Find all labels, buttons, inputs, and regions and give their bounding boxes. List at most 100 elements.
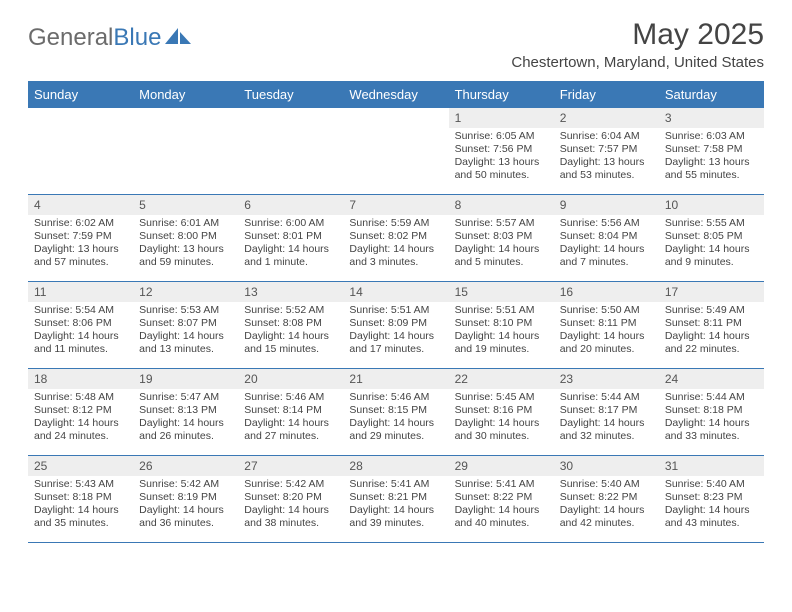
- day-cell: 11Sunrise: 5:54 AMSunset: 8:06 PMDayligh…: [28, 282, 133, 368]
- day-detail-line: Sunset: 8:16 PM: [455, 404, 550, 417]
- day-details: Sunrise: 5:46 AMSunset: 8:14 PMDaylight:…: [238, 391, 343, 443]
- day-detail-line: Sunrise: 5:42 AM: [244, 478, 339, 491]
- day-details: Sunrise: 5:54 AMSunset: 8:06 PMDaylight:…: [28, 304, 133, 356]
- day-number: 4: [28, 195, 133, 215]
- day-cell: 24Sunrise: 5:44 AMSunset: 8:18 PMDayligh…: [659, 369, 764, 455]
- day-detail-line: Sunrise: 5:48 AM: [34, 391, 129, 404]
- day-details: Sunrise: 5:40 AMSunset: 8:22 PMDaylight:…: [554, 478, 659, 530]
- day-details: Sunrise: 5:40 AMSunset: 8:23 PMDaylight:…: [659, 478, 764, 530]
- day-details: Sunrise: 6:00 AMSunset: 8:01 PMDaylight:…: [238, 217, 343, 269]
- day-details: Sunrise: 5:43 AMSunset: 8:18 PMDaylight:…: [28, 478, 133, 530]
- day-detail-line: Sunset: 8:20 PM: [244, 491, 339, 504]
- day-detail-line: Daylight: 14 hours: [560, 417, 655, 430]
- day-cell: [28, 108, 133, 194]
- day-header-sunday: Sunday: [28, 81, 133, 108]
- day-number: [133, 108, 238, 128]
- day-detail-line: Daylight: 14 hours: [455, 417, 550, 430]
- day-cell: 16Sunrise: 5:50 AMSunset: 8:11 PMDayligh…: [554, 282, 659, 368]
- day-number: 31: [659, 456, 764, 476]
- day-detail-line: Sunrise: 6:01 AM: [139, 217, 234, 230]
- day-detail-line: Sunset: 8:05 PM: [665, 230, 760, 243]
- day-number: 5: [133, 195, 238, 215]
- day-details: Sunrise: 5:52 AMSunset: 8:08 PMDaylight:…: [238, 304, 343, 356]
- day-details: Sunrise: 5:42 AMSunset: 8:20 PMDaylight:…: [238, 478, 343, 530]
- day-header-friday: Friday: [554, 81, 659, 108]
- day-number: 12: [133, 282, 238, 302]
- day-cell: 12Sunrise: 5:53 AMSunset: 8:07 PMDayligh…: [133, 282, 238, 368]
- day-details: Sunrise: 5:53 AMSunset: 8:07 PMDaylight:…: [133, 304, 238, 356]
- day-detail-line: and 50 minutes.: [455, 169, 550, 182]
- day-detail-line: Sunrise: 5:57 AM: [455, 217, 550, 230]
- day-details: Sunrise: 6:04 AMSunset: 7:57 PMDaylight:…: [554, 130, 659, 182]
- day-cell: 26Sunrise: 5:42 AMSunset: 8:19 PMDayligh…: [133, 456, 238, 542]
- day-detail-line: and 27 minutes.: [244, 430, 339, 443]
- day-cell: 9Sunrise: 5:56 AMSunset: 8:04 PMDaylight…: [554, 195, 659, 281]
- day-detail-line: Sunset: 8:14 PM: [244, 404, 339, 417]
- weeks-container: 1Sunrise: 6:05 AMSunset: 7:56 PMDaylight…: [28, 108, 764, 543]
- day-detail-line: Daylight: 14 hours: [34, 330, 129, 343]
- day-detail-line: and 43 minutes.: [665, 517, 760, 530]
- day-detail-line: Daylight: 14 hours: [139, 504, 234, 517]
- day-cell: 25Sunrise: 5:43 AMSunset: 8:18 PMDayligh…: [28, 456, 133, 542]
- day-cell: 4Sunrise: 6:02 AMSunset: 7:59 PMDaylight…: [28, 195, 133, 281]
- day-details: Sunrise: 5:41 AMSunset: 8:21 PMDaylight:…: [343, 478, 448, 530]
- day-detail-line: Sunset: 8:23 PM: [665, 491, 760, 504]
- day-number: 22: [449, 369, 554, 389]
- day-detail-line: Sunset: 8:19 PM: [139, 491, 234, 504]
- day-detail-line: Sunset: 8:00 PM: [139, 230, 234, 243]
- day-number: [28, 108, 133, 128]
- day-detail-line: Sunset: 8:22 PM: [560, 491, 655, 504]
- day-detail-line: and 9 minutes.: [665, 256, 760, 269]
- day-detail-line: and 36 minutes.: [139, 517, 234, 530]
- day-detail-line: Sunrise: 6:04 AM: [560, 130, 655, 143]
- day-details: Sunrise: 5:56 AMSunset: 8:04 PMDaylight:…: [554, 217, 659, 269]
- day-cell: [343, 108, 448, 194]
- day-detail-line: Sunrise: 5:41 AM: [455, 478, 550, 491]
- day-cell: 5 Sunrise: 6:01 AMSunset: 8:00 PMDaylight…: [133, 195, 238, 281]
- day-cell: 27Sunrise: 5:42 AMSunset: 8:20 PMDayligh…: [238, 456, 343, 542]
- day-number: 15: [449, 282, 554, 302]
- calendar: SundayMondayTuesdayWednesdayThursdayFrid…: [28, 81, 764, 543]
- day-detail-line: Daylight: 14 hours: [665, 504, 760, 517]
- day-detail-line: Daylight: 14 hours: [560, 243, 655, 256]
- day-detail-line: Sunset: 7:57 PM: [560, 143, 655, 156]
- day-detail-line: Daylight: 13 hours: [455, 156, 550, 169]
- day-detail-line: Daylight: 13 hours: [139, 243, 234, 256]
- day-detail-line: Daylight: 13 hours: [560, 156, 655, 169]
- day-detail-line: Sunset: 8:18 PM: [34, 491, 129, 504]
- day-detail-line: Sunrise: 5:42 AM: [139, 478, 234, 491]
- day-detail-line: Sunrise: 5:54 AM: [34, 304, 129, 317]
- day-number: 8: [449, 195, 554, 215]
- day-cell: 14Sunrise: 5:51 AMSunset: 8:09 PMDayligh…: [343, 282, 448, 368]
- day-number: 17: [659, 282, 764, 302]
- day-detail-line: Sunset: 8:11 PM: [665, 317, 760, 330]
- day-details: Sunrise: 5:48 AMSunset: 8:12 PMDaylight:…: [28, 391, 133, 443]
- day-cell: 28Sunrise: 5:41 AMSunset: 8:21 PMDayligh…: [343, 456, 448, 542]
- day-number: 25: [28, 456, 133, 476]
- day-details: Sunrise: 5:46 AMSunset: 8:15 PMDaylight:…: [343, 391, 448, 443]
- day-details: Sunrise: 5:50 AMSunset: 8:11 PMDaylight:…: [554, 304, 659, 356]
- day-detail-line: Daylight: 14 hours: [139, 417, 234, 430]
- day-cell: 20Sunrise: 5:46 AMSunset: 8:14 PMDayligh…: [238, 369, 343, 455]
- day-number: 11: [28, 282, 133, 302]
- day-cell: 15Sunrise: 5:51 AMSunset: 8:10 PMDayligh…: [449, 282, 554, 368]
- day-detail-line: and 15 minutes.: [244, 343, 339, 356]
- day-number: 23: [554, 369, 659, 389]
- day-detail-line: and 20 minutes.: [560, 343, 655, 356]
- day-number: 7: [343, 195, 448, 215]
- day-detail-line: Sunrise: 6:00 AM: [244, 217, 339, 230]
- day-detail-line: and 26 minutes.: [139, 430, 234, 443]
- day-detail-line: Sunset: 8:22 PM: [455, 491, 550, 504]
- day-detail-line: Sunset: 7:56 PM: [455, 143, 550, 156]
- day-cell: 7Sunrise: 5:59 AMSunset: 8:02 PMDaylight…: [343, 195, 448, 281]
- day-detail-line: Sunrise: 5:51 AM: [349, 304, 444, 317]
- day-detail-line: Sunrise: 6:05 AM: [455, 130, 550, 143]
- day-number: 16: [554, 282, 659, 302]
- day-detail-line: Sunrise: 5:46 AM: [349, 391, 444, 404]
- day-number: 10: [659, 195, 764, 215]
- day-number: 1: [449, 108, 554, 128]
- day-cell: 13Sunrise: 5:52 AMSunset: 8:08 PMDayligh…: [238, 282, 343, 368]
- day-details: Sunrise: 5:55 AMSunset: 8:05 PMDaylight:…: [659, 217, 764, 269]
- day-detail-line: and 38 minutes.: [244, 517, 339, 530]
- day-details: Sunrise: 5:44 AMSunset: 8:17 PMDaylight:…: [554, 391, 659, 443]
